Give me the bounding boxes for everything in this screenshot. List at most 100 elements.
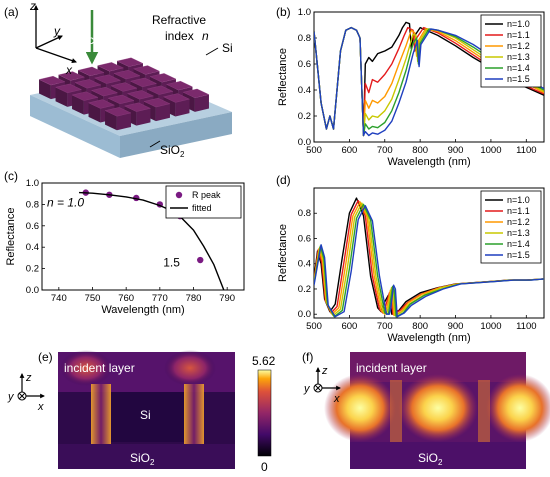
legend-label: n=1.2	[507, 41, 530, 51]
field-map-e-si-label: Si	[140, 408, 151, 422]
pillar-front-face	[88, 102, 101, 123]
si-pointer	[205, 47, 219, 56]
series-line-n=1.5	[314, 205, 544, 318]
field-map-f-pillar-2	[478, 380, 490, 442]
y-tick-label: 0.6	[298, 233, 311, 244]
pillar-top-face	[71, 91, 99, 101]
legend-label: fitted	[192, 203, 212, 213]
sio2-label: SiO2	[160, 143, 185, 159]
refractive-label-line1: Refractive	[152, 13, 206, 27]
pillar-side-face	[116, 112, 131, 131]
f-y-label: y	[303, 383, 311, 395]
e-y-axis-cross-icon	[18, 392, 26, 400]
x-tick-label: 600	[341, 145, 357, 156]
legend-label: n=1.4	[507, 63, 530, 73]
y-tick-label: 0.4	[298, 259, 311, 270]
x-tick-label: 760	[118, 293, 134, 304]
z-axis-label: z	[29, 0, 36, 13]
y-tick-label: 0.4	[298, 85, 311, 96]
field-map-f-sio2-label: SiO2	[418, 451, 443, 467]
chart-b-legend	[480, 14, 542, 88]
chart-b-ylabel: Reflectance	[277, 48, 289, 106]
pillar-front-face	[72, 95, 84, 115]
y-tick-label: 0.2	[26, 264, 39, 275]
y-tick-label: 0.2	[298, 111, 311, 122]
legend-label: n=1.2	[507, 217, 530, 227]
si-label: Si	[222, 41, 233, 55]
legend-label: n=1.3	[507, 52, 530, 62]
chart-d-ylabel: Reflectance	[277, 224, 289, 282]
x-tick-label: 740	[51, 293, 67, 304]
pillar-front-face	[55, 87, 68, 107]
x-tick-label: 770	[152, 293, 168, 304]
pillar-top-face	[163, 93, 190, 103]
field-map-e-pillar-2	[184, 384, 204, 444]
field-map-e-gap	[111, 392, 184, 442]
panel-label-e: (e)	[38, 350, 53, 364]
pillar-top-face	[124, 102, 151, 112]
pillar-front-face	[105, 110, 117, 131]
pillar-top-face	[58, 71, 85, 81]
y-tick-label: 0.8	[26, 199, 39, 210]
chart-b-xlabel: Wavelength (nm)	[387, 156, 470, 168]
pillar-side-face	[136, 108, 151, 126]
legend-label: n=1.5	[507, 74, 530, 84]
y-tick-label: 0.0	[298, 137, 311, 148]
pillar-top-face	[88, 99, 115, 109]
y-axis-arrow	[35, 35, 63, 49]
y-tick-label: 0.4	[26, 242, 39, 253]
annotation-n-end: 1.5	[163, 255, 180, 269]
panel-a: (a) z y x Incidence Refractive index n S…	[4, 0, 233, 159]
x-axis-label: x	[65, 63, 73, 77]
x-tick-label: 750	[85, 293, 101, 304]
substrate-right-face	[120, 112, 232, 158]
pillar-top-face	[94, 74, 121, 84]
y-tick-label: 0.8	[298, 33, 311, 44]
panel-label-d: (d)	[276, 173, 291, 187]
substrate-left-face	[30, 95, 120, 158]
y-axis-label: y	[53, 24, 61, 38]
field-map-f-hotspot-2	[398, 374, 478, 442]
y-tick-label: 0.0	[298, 309, 311, 320]
chart-c: (c) 740 750 760 770 780 790 0.0 0.2 0.4 0.6 0.8 1.0…	[4, 169, 245, 316]
panel-label-f: (f)	[302, 350, 313, 364]
pillar-side-face	[175, 99, 190, 117]
chart-c-ylabel: Reflectance	[5, 207, 17, 265]
legend-label: n=1.0	[507, 195, 530, 205]
x-tick-label: 500	[306, 145, 322, 156]
refractive-label-line2: index	[165, 29, 194, 43]
pillar-top-face	[104, 107, 132, 117]
pillar-top-face	[143, 97, 171, 108]
y-tick-label: 0.0	[26, 285, 39, 296]
pillar-top-face	[107, 94, 135, 105]
pillar-top-face	[146, 85, 174, 95]
pillar-top-face	[55, 83, 82, 94]
panel-e: (e) incident layer Si SiO2 z y x 5.62 0	[7, 350, 276, 474]
panel-f: (f) incident layer SiO2 z y x	[302, 350, 550, 469]
pillar-top-face	[182, 88, 210, 99]
x-tick-label: 1000	[480, 321, 501, 332]
pillar-top-face	[77, 66, 105, 77]
chart-b: (b) 500 600 700 800 900 1000 1100 0.0 0.2 0.4 0.6 0…	[276, 5, 545, 168]
legend-marker	[175, 191, 183, 199]
y-tick-label: 1.0	[298, 7, 311, 18]
f-z-label: z	[321, 365, 328, 377]
field-map-f-hotspot-3	[486, 374, 550, 442]
pillar-front-face	[39, 79, 51, 100]
field-map-e-glow-2	[164, 350, 216, 386]
pillar-top-face	[133, 65, 160, 75]
chart-d: (d) 500 600 700 800 900 1000 1100 0.0 0.2 0.4 0.6 0…	[276, 173, 545, 344]
y-tick-label: 1.0	[26, 178, 39, 189]
colorbar-min-label: 0	[261, 460, 268, 474]
x-axis-arrow	[35, 47, 77, 64]
chart-d-legend	[480, 190, 542, 264]
pillar-top-face	[166, 80, 193, 91]
legend-label: R peak	[192, 190, 221, 200]
pillar-top-face	[130, 77, 157, 88]
pillar-side-face	[194, 94, 209, 112]
chart-b-frame	[313, 11, 545, 143]
x-tick-label: 1100	[516, 321, 536, 332]
y-tick-label: 0.8	[298, 208, 311, 219]
legend-label: n=1.5	[507, 250, 530, 260]
